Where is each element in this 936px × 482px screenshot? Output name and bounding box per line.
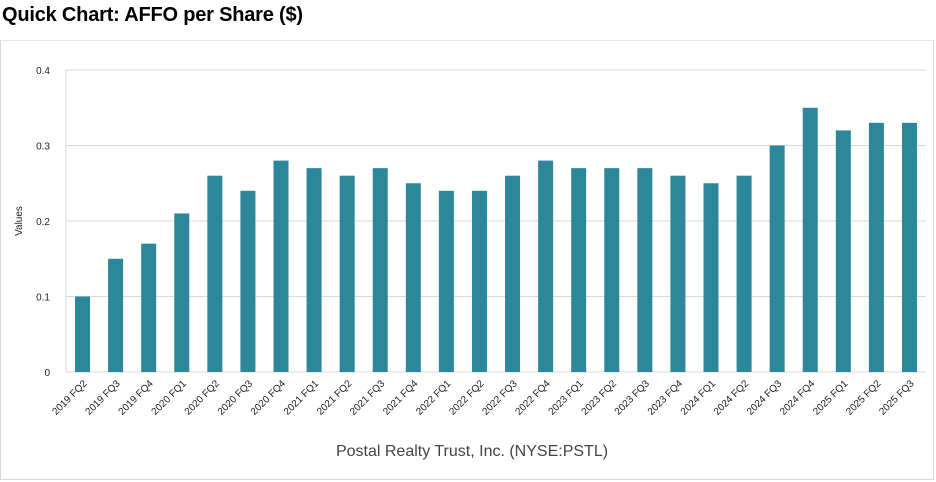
bars <box>75 107 917 373</box>
chart-title: Quick Chart: AFFO per Share ($) <box>2 4 303 26</box>
bar[interactable] <box>75 296 91 373</box>
bar[interactable] <box>405 183 421 372</box>
bar[interactable] <box>306 168 322 372</box>
bar[interactable] <box>835 130 851 372</box>
bar[interactable] <box>571 168 587 372</box>
y-tick-label: 0.4 <box>36 66 50 77</box>
bar[interactable] <box>637 168 653 372</box>
bar[interactable] <box>868 122 884 372</box>
y-tick-label: 0.3 <box>36 142 50 153</box>
chart-frame <box>0 40 934 480</box>
y-tick-labels: 0 0.1 0.2 0.3 0.4 <box>36 66 50 379</box>
x-tick-label: 2025 FQ3 <box>877 378 917 418</box>
bar[interactable] <box>141 243 157 372</box>
bar[interactable] <box>273 160 289 372</box>
bar[interactable] <box>438 190 454 372</box>
bar[interactable] <box>538 160 554 372</box>
bar[interactable] <box>802 107 818 372</box>
bar[interactable] <box>174 213 190 372</box>
bar[interactable] <box>471 190 487 372</box>
gridlines <box>65 69 926 373</box>
bar[interactable] <box>240 190 256 372</box>
bar[interactable] <box>604 168 620 372</box>
bar[interactable] <box>901 122 917 372</box>
bar[interactable] <box>736 175 752 372</box>
bar[interactable] <box>207 175 223 372</box>
bar[interactable] <box>670 175 686 372</box>
y-axis-title: Values <box>14 206 25 236</box>
bar[interactable] <box>703 183 719 372</box>
y-tick-label: 0 <box>44 368 50 379</box>
y-tick-label: 0.2 <box>36 217 50 228</box>
y-tick-label: 0.1 <box>36 293 50 304</box>
bar[interactable] <box>372 168 388 372</box>
bar[interactable] <box>339 175 355 372</box>
bar[interactable] <box>505 175 521 372</box>
bar[interactable] <box>769 145 785 373</box>
bar[interactable] <box>108 258 124 372</box>
x-axis-title: Postal Realty Trust, Inc. (NYSE:PSTL) <box>336 443 608 460</box>
